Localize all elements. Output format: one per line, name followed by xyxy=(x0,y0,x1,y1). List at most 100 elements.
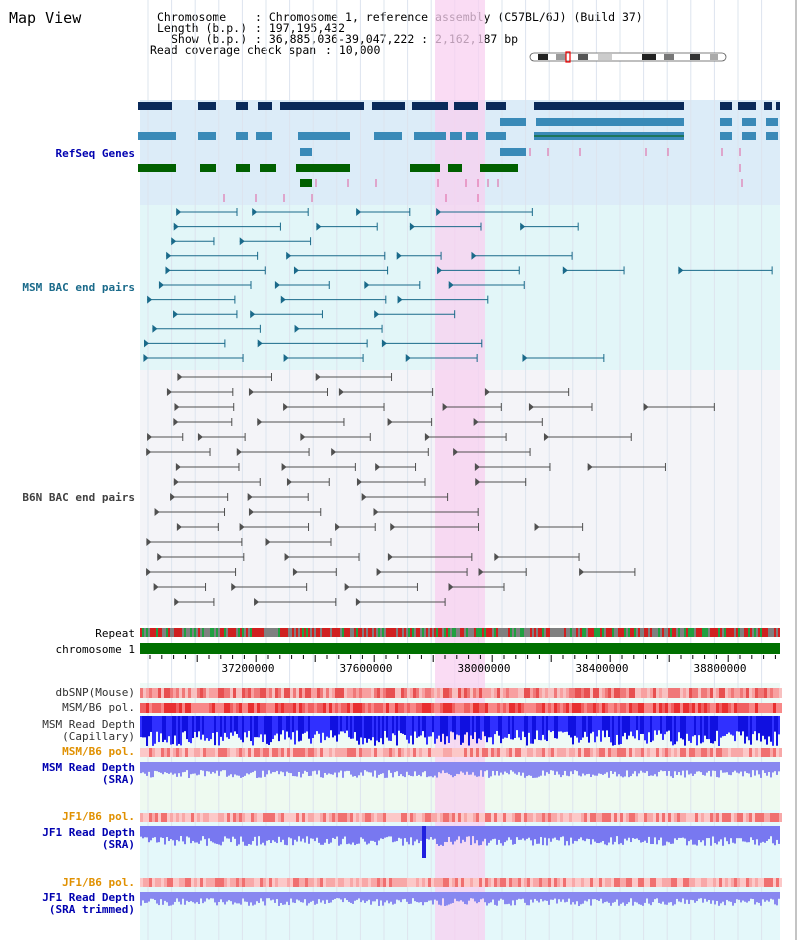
heat-cell xyxy=(623,878,626,887)
heat-cell xyxy=(368,703,371,713)
depth-bar xyxy=(236,892,238,904)
repeat-mark xyxy=(186,628,188,637)
heat-cell xyxy=(194,878,197,887)
depth-bar xyxy=(562,892,564,900)
heat-cell xyxy=(614,748,617,757)
heat-cell xyxy=(650,688,653,698)
heat-cell xyxy=(236,878,239,887)
depth-bar xyxy=(270,826,272,844)
heat-cell xyxy=(272,813,275,822)
depth-bar xyxy=(448,892,450,905)
heat-cell xyxy=(365,703,368,713)
heat-cell xyxy=(185,878,188,887)
bac-end xyxy=(387,553,393,561)
heat-cell xyxy=(188,703,191,713)
depth-bar xyxy=(152,716,154,746)
heat-cell xyxy=(458,813,461,822)
depth-bar xyxy=(326,716,328,737)
depth-bar xyxy=(454,892,456,899)
depth-bar xyxy=(704,892,706,899)
repeat-mark xyxy=(152,628,154,637)
repeat-mark xyxy=(512,628,514,637)
repeat-mark xyxy=(404,628,406,637)
gene-feature xyxy=(450,132,462,140)
repeat-mark xyxy=(514,628,516,637)
depth-bar xyxy=(570,762,572,772)
depth-bar xyxy=(732,826,734,843)
depth-bar xyxy=(750,892,752,899)
depth-bar xyxy=(264,762,266,777)
depth-bar xyxy=(624,826,626,839)
heat-cell xyxy=(170,878,173,887)
heat-cell xyxy=(752,813,755,822)
repeat-mark xyxy=(438,628,440,637)
heat-cell xyxy=(146,703,149,713)
depth-bar xyxy=(212,716,214,733)
heat-cell xyxy=(209,703,212,713)
depth-bar xyxy=(616,826,618,837)
repeat-mark xyxy=(368,628,370,637)
depth-bar xyxy=(392,716,394,734)
depth-bar xyxy=(624,762,626,777)
depth-bar xyxy=(174,716,176,736)
depth-bar xyxy=(192,892,194,903)
depth-bar xyxy=(352,716,354,739)
depth-bar xyxy=(582,716,584,738)
heat-cell xyxy=(440,813,443,822)
depth-bar xyxy=(490,716,492,738)
heat-cell xyxy=(485,878,488,887)
repeat-mark xyxy=(720,628,722,637)
heat-cell xyxy=(551,748,554,757)
heat-cell xyxy=(140,703,143,713)
heat-cell xyxy=(491,688,494,698)
depth-bar xyxy=(766,762,768,776)
depth-bar xyxy=(166,892,168,903)
heat-cell xyxy=(152,878,155,887)
depth-bar xyxy=(674,892,676,905)
depth-bar xyxy=(544,762,546,776)
depth-bar xyxy=(216,762,218,771)
heat-cell xyxy=(458,878,461,887)
heat-cell xyxy=(593,748,596,757)
repeat-mark xyxy=(204,628,206,637)
depth-bar xyxy=(290,826,292,839)
gene-feature xyxy=(742,118,756,126)
depth-bar xyxy=(344,716,346,734)
depth-bar xyxy=(262,716,264,743)
depth-bar xyxy=(352,892,354,904)
heat-cell xyxy=(386,813,389,822)
depth-bar xyxy=(380,892,382,901)
depth-bar xyxy=(716,826,718,845)
heat-cell xyxy=(485,748,488,757)
heat-cell xyxy=(296,688,299,698)
heat-cell xyxy=(524,748,527,757)
depth-bar xyxy=(302,892,304,903)
repeat-mark xyxy=(704,628,706,637)
depth-bar xyxy=(712,892,714,901)
heat-cell xyxy=(695,703,698,713)
depth-bar xyxy=(470,826,472,846)
depth-bar xyxy=(732,762,734,773)
depth-bar xyxy=(146,716,148,746)
depth-bar xyxy=(374,716,376,746)
depth-bar xyxy=(696,716,698,746)
heat-cell xyxy=(314,703,317,713)
heat-cell xyxy=(230,703,233,713)
heat-cell xyxy=(545,688,548,698)
depth-bar xyxy=(628,716,630,736)
heat-cell xyxy=(182,703,185,713)
heat-cell xyxy=(638,703,641,713)
gene-feature xyxy=(448,164,462,172)
depth-bar xyxy=(744,892,746,902)
axis-tick-label: 37600000 xyxy=(339,662,393,675)
heat-cell xyxy=(455,878,458,887)
heat-cell xyxy=(677,813,680,822)
depth-bar xyxy=(392,762,394,778)
heat-cell xyxy=(398,703,401,713)
depth-bar xyxy=(356,892,358,900)
heat-cell xyxy=(635,813,638,822)
gene-feature xyxy=(260,164,276,172)
depth-bar xyxy=(640,762,642,771)
depth-bar xyxy=(568,892,570,899)
